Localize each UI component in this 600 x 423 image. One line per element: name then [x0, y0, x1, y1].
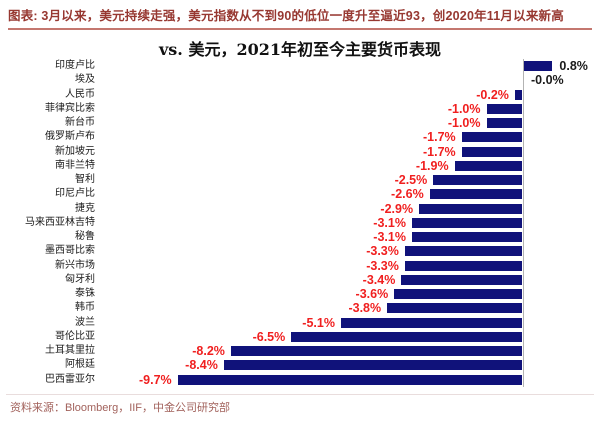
value-label: -6.5% [252, 329, 286, 344]
bar-row: 新台币 -1.0% [0, 116, 600, 130]
value-label: -9.7% [139, 372, 172, 387]
zero-axis-line [523, 59, 524, 387]
category-label: 捷克 [75, 202, 95, 214]
bar-row: 巴西雷亚尔 -9.7% [0, 373, 600, 387]
bar [340, 317, 522, 328]
footer-divider [6, 394, 594, 395]
value-label: -2.6% [391, 187, 424, 202]
category-label: 新加坡元 [55, 145, 95, 157]
bar-row: 马来西亚林吉特 -3.1% [0, 216, 600, 230]
category-label: 新台币 [65, 117, 95, 129]
bar-row: 人民币 -0.2% [0, 88, 600, 102]
category-label: 波兰 [75, 316, 95, 328]
bar-row: 埃及 -0.0% [0, 73, 600, 87]
value-label: -1.9% [415, 158, 449, 173]
value-label: -0.0% [531, 73, 564, 88]
bar-row: 秘鲁 -3.1% [0, 230, 600, 244]
bar [394, 289, 522, 300]
value-label: -2.5% [394, 173, 428, 188]
value-label: 0.8% [559, 59, 588, 73]
category-label: 马来西亚林吉特 [25, 216, 95, 228]
bar-row: 新加坡元 -1.7% [0, 145, 600, 159]
category-label: 阿根廷 [65, 359, 95, 371]
category-label: 人民币 [65, 88, 95, 100]
category-label: 秘鲁 [75, 231, 95, 243]
category-label: 匈牙利 [65, 273, 95, 285]
bar [486, 118, 522, 129]
category-label: 印度卢比 [55, 60, 95, 71]
category-label: 土耳其里拉 [45, 345, 95, 357]
bar-row: 印度卢比 0.8% [0, 59, 600, 73]
category-label: 巴西雷亚尔 [45, 373, 95, 385]
category-label: 南非兰特 [55, 159, 95, 171]
bar [411, 217, 522, 228]
figure-caption: 图表: 3月以来，美元持续走强，美元指数从不到90的低位一度升至逼近93，创20… [8, 5, 592, 30]
value-label: -3.1% [373, 215, 406, 230]
bar-row: 阿根廷 -8.4% [0, 358, 600, 372]
value-label: -0.2% [476, 87, 509, 102]
bar-row: 印尼卢比 -2.6% [0, 187, 600, 201]
bar [433, 175, 522, 186]
bar-row: 波兰 -5.1% [0, 316, 600, 330]
bar-row: 哥伦比亚 -6.5% [0, 330, 600, 344]
bar-row: 南非兰特 -1.9% [0, 159, 600, 173]
category-label: 韩币 [75, 302, 95, 314]
bar-row: 新兴市场 -3.3% [0, 259, 600, 273]
bar-row: 韩币 -3.8% [0, 301, 600, 315]
value-label: -3.6% [355, 287, 389, 302]
bar [411, 232, 522, 243]
bar-row: 捷克 -2.9% [0, 202, 600, 216]
bar [404, 260, 522, 271]
category-label: 智利 [75, 174, 95, 186]
category-label: 墨西哥比索 [45, 245, 95, 257]
bar [486, 103, 522, 114]
category-label: 新兴市场 [55, 259, 95, 271]
bar [461, 146, 522, 157]
value-label: -8.4% [185, 358, 218, 373]
bar-row: 菲律宾比索 -1.0% [0, 102, 600, 116]
chart-title: vs. 美元，2021年初至今主要货币表现 [159, 40, 441, 59]
value-label: -2.9% [380, 201, 414, 216]
bar-row: 匈牙利 -3.4% [0, 273, 600, 287]
bar [404, 246, 522, 257]
category-label: 埃及 [75, 74, 95, 86]
bar-row: 智利 -2.5% [0, 173, 600, 187]
bar [401, 274, 522, 285]
bar-row: 泰铢 -3.6% [0, 287, 600, 301]
bar [291, 331, 522, 342]
bar [524, 61, 553, 71]
bar-row: 土耳其里拉 -8.2% [0, 344, 600, 358]
value-label: -1.7% [423, 130, 456, 145]
value-label: -3.3% [366, 258, 399, 273]
bar [514, 89, 522, 100]
bar [454, 160, 522, 171]
value-label: -3.3% [366, 244, 399, 259]
value-label: -1.0% [447, 101, 481, 116]
value-label: -8.2% [192, 344, 225, 359]
bar [429, 189, 522, 200]
category-label: 印尼卢比 [55, 188, 95, 200]
value-label: -3.4% [362, 272, 396, 287]
currency-bar-chart: 印度卢比 0.8% 埃及 -0.0% 人民币 -0.2% 菲律宾比索 -1.0%… [0, 59, 600, 387]
value-label: -5.1% [302, 315, 335, 330]
value-label: -1.7% [423, 144, 456, 159]
bar [223, 360, 522, 371]
bar-row: 俄罗斯卢布 -1.7% [0, 130, 600, 144]
category-label: 菲律宾比索 [45, 102, 95, 114]
bar [419, 203, 522, 214]
source-note: 资料来源：Bloomberg，IIF，中金公司研究部 [10, 402, 231, 414]
bar [230, 346, 522, 357]
value-label: -3.1% [373, 230, 406, 245]
bar [177, 374, 522, 385]
category-label: 泰铢 [75, 288, 95, 300]
value-label: -3.8% [348, 301, 382, 316]
bar [387, 303, 522, 314]
bar-row: 墨西哥比索 -3.3% [0, 244, 600, 258]
category-label: 俄罗斯卢布 [45, 131, 95, 143]
value-label: -1.0% [447, 116, 481, 131]
bar [461, 132, 522, 143]
category-label: 哥伦比亚 [55, 330, 95, 342]
